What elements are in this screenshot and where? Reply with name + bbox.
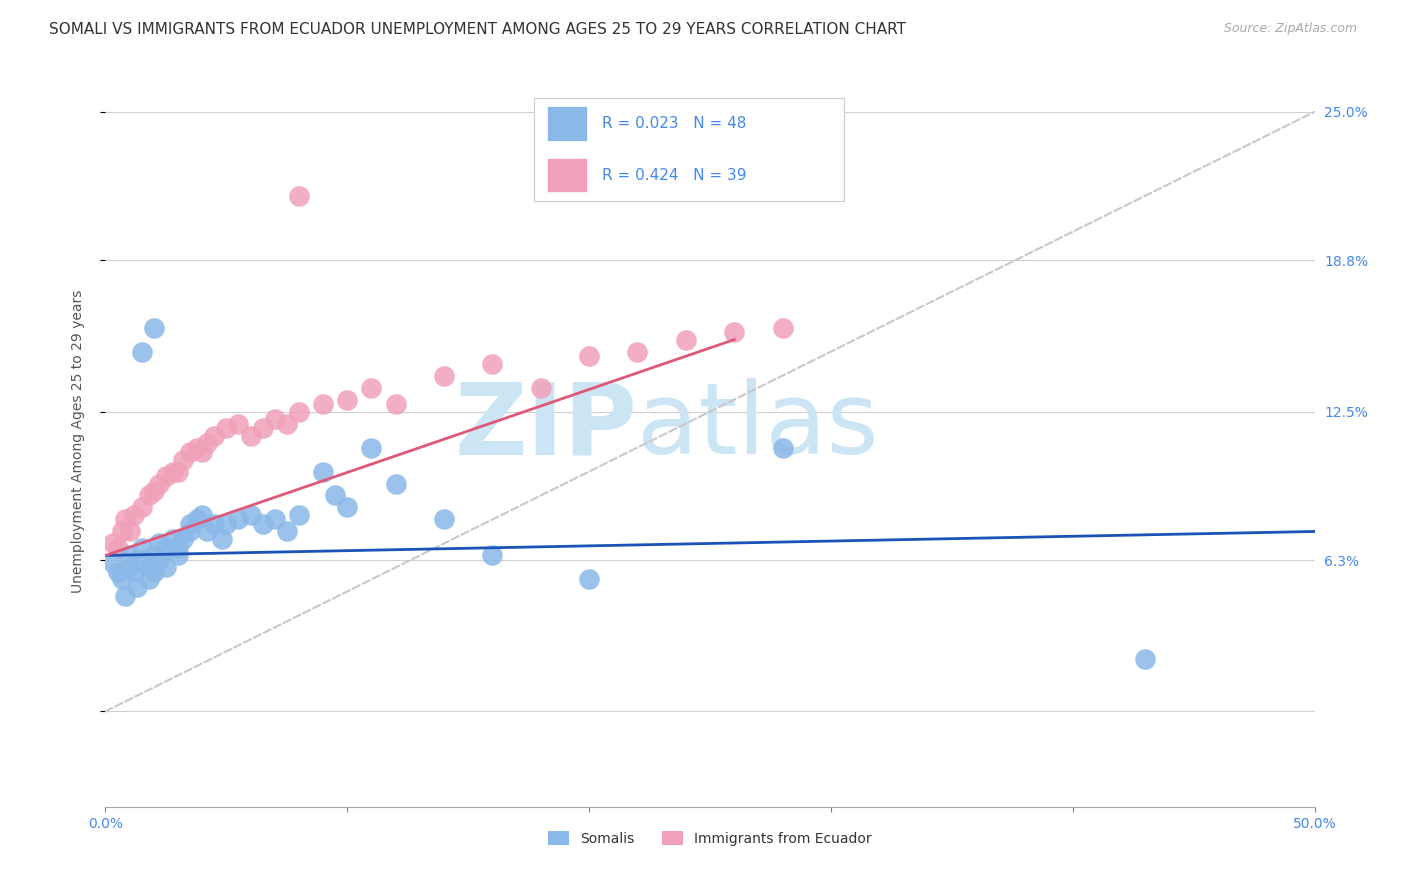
Point xyxy=(142,483,165,498)
Text: SOMALI VS IMMIGRANTS FROM ECUADOR UNEMPLOYMENT AMONG AGES 25 TO 29 YEARS CORRELA: SOMALI VS IMMIGRANTS FROM ECUADOR UNEMPL… xyxy=(49,22,907,37)
Point xyxy=(578,573,600,587)
Point xyxy=(276,417,298,431)
Point xyxy=(148,536,170,550)
Point xyxy=(148,476,170,491)
Point xyxy=(131,553,153,567)
Point xyxy=(433,512,456,526)
Point xyxy=(288,404,311,418)
Point xyxy=(323,488,346,502)
Point xyxy=(384,397,406,411)
Point xyxy=(124,566,146,580)
Point xyxy=(138,560,160,574)
Point xyxy=(195,435,218,450)
Text: atlas: atlas xyxy=(637,378,879,475)
Point xyxy=(155,541,177,556)
Point xyxy=(142,566,165,580)
Text: R = 0.424   N = 39: R = 0.424 N = 39 xyxy=(602,168,747,183)
Point xyxy=(626,344,648,359)
Point xyxy=(118,524,141,539)
Point xyxy=(202,517,225,532)
Point xyxy=(195,524,218,539)
Point xyxy=(578,350,600,364)
Point xyxy=(162,465,184,479)
Point xyxy=(336,500,359,515)
Point xyxy=(191,508,214,522)
Point xyxy=(111,524,134,539)
Point xyxy=(191,445,214,459)
Point xyxy=(288,188,311,202)
Point xyxy=(131,541,153,556)
Point xyxy=(360,441,382,455)
Point xyxy=(186,441,208,455)
Point xyxy=(179,517,201,532)
Point xyxy=(167,465,190,479)
Point xyxy=(101,556,124,570)
Point xyxy=(142,549,165,563)
Point xyxy=(215,421,238,435)
Point xyxy=(107,541,129,556)
Point xyxy=(252,421,274,435)
Point xyxy=(179,445,201,459)
Point xyxy=(239,508,262,522)
Point xyxy=(138,573,160,587)
Point xyxy=(530,381,553,395)
Text: R = 0.023   N = 48: R = 0.023 N = 48 xyxy=(602,116,747,131)
FancyBboxPatch shape xyxy=(547,106,586,141)
Point xyxy=(360,381,382,395)
Point xyxy=(772,320,794,334)
Point xyxy=(186,512,208,526)
Point xyxy=(481,357,503,371)
Point xyxy=(215,517,238,532)
Point xyxy=(125,580,148,594)
Point xyxy=(481,549,503,563)
Point xyxy=(276,524,298,539)
Point xyxy=(131,344,153,359)
Y-axis label: Unemployment Among Ages 25 to 29 years: Unemployment Among Ages 25 to 29 years xyxy=(70,290,84,593)
FancyBboxPatch shape xyxy=(547,158,586,193)
Point xyxy=(142,320,165,334)
Point xyxy=(131,500,153,515)
Point xyxy=(336,392,359,407)
Point xyxy=(167,549,190,563)
Point xyxy=(148,553,170,567)
Point xyxy=(288,508,311,522)
Point xyxy=(155,560,177,574)
Point xyxy=(118,549,141,563)
Text: ZIP: ZIP xyxy=(454,378,637,475)
Point xyxy=(124,508,146,522)
Point xyxy=(263,512,285,526)
Point xyxy=(172,452,194,467)
Point xyxy=(138,488,160,502)
Point xyxy=(118,560,141,574)
Point xyxy=(252,517,274,532)
Point xyxy=(239,428,262,442)
Point xyxy=(202,428,225,442)
Point xyxy=(1135,651,1157,665)
Point xyxy=(263,411,285,425)
Point xyxy=(312,465,335,479)
Point xyxy=(162,532,184,546)
Point xyxy=(107,566,129,580)
Point xyxy=(172,532,194,546)
Point xyxy=(312,397,335,411)
Point xyxy=(384,476,406,491)
Point xyxy=(179,524,201,539)
Point xyxy=(211,532,233,546)
Point xyxy=(675,333,697,347)
Point xyxy=(101,536,124,550)
Legend: Somalis, Immigrants from Ecuador: Somalis, Immigrants from Ecuador xyxy=(543,826,877,852)
Point xyxy=(155,469,177,483)
Point xyxy=(228,417,250,431)
Point xyxy=(111,573,134,587)
Point xyxy=(167,541,190,556)
Point xyxy=(723,326,745,340)
Point xyxy=(228,512,250,526)
Point xyxy=(433,368,456,383)
Point xyxy=(114,512,136,526)
Text: Source: ZipAtlas.com: Source: ZipAtlas.com xyxy=(1223,22,1357,36)
Point xyxy=(772,441,794,455)
Point xyxy=(114,589,136,603)
